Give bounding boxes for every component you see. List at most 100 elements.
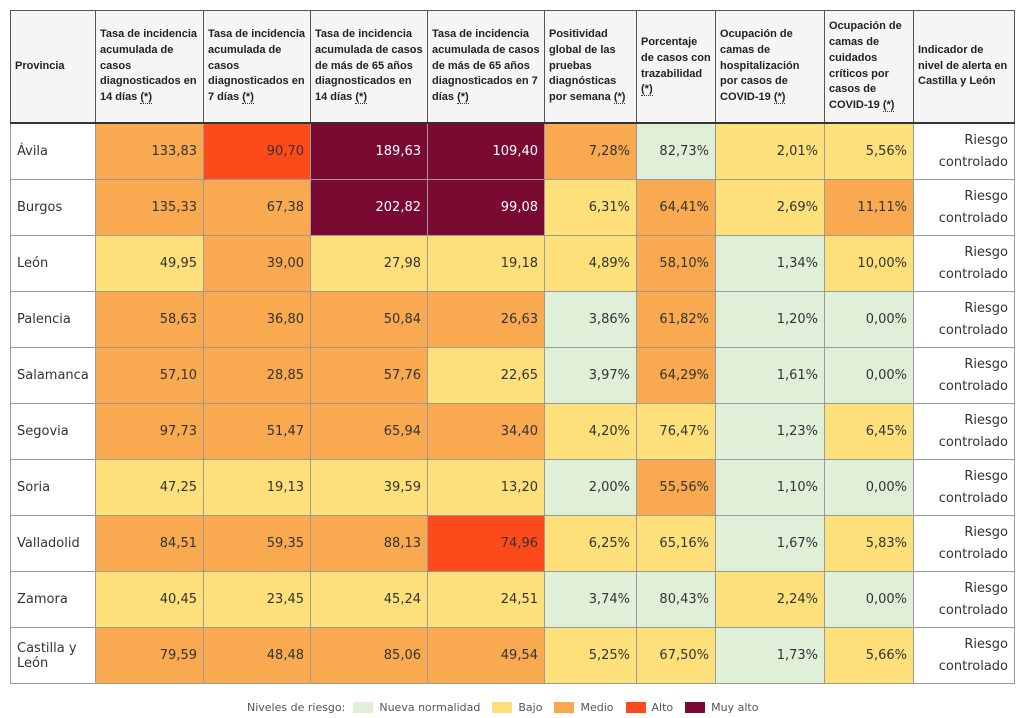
indicator-value-cell: 19,18	[427, 235, 545, 292]
indicator-value-cell: 67,50%	[636, 627, 716, 684]
indicator-value-cell: 1,73%	[715, 627, 825, 684]
indicator-value-cell: 5,83%	[824, 515, 914, 572]
column-header-label: Tasa de incidencia acumulada de casos de…	[432, 27, 540, 104]
table-row: Valladolid 84,51 59,35 88,13 74,96 6,25% 65,16…	[10, 515, 1015, 572]
legend-items: Nueva normalidad Bajo Medio Alto Muy alto	[353, 701, 770, 714]
alert-level-indicator: Riesgo controlado	[913, 571, 1015, 628]
indicator-value-cell: 23,45	[203, 571, 311, 628]
info-tooltip-link[interactable]: (*)	[242, 91, 254, 105]
indicator-value-cell: 26,63	[427, 291, 545, 348]
indicator-value-cell: 2,01%	[715, 122, 825, 180]
info-tooltip-link[interactable]: (*)	[457, 91, 469, 105]
province-name: Valladolid	[10, 515, 96, 572]
indicator-value-cell: 4,20%	[544, 403, 637, 460]
province-name: Zamora	[10, 571, 96, 628]
table-row: Salamanca 57,10 28,85 57,76 22,65 3,97% 64,29%…	[10, 347, 1015, 404]
indicator-value-cell: 28,85	[203, 347, 311, 404]
indicator-value-cell: 65,94	[310, 403, 428, 460]
indicator-value-cell: 13,20	[427, 459, 545, 516]
indicator-value-cell: 109,40	[427, 122, 545, 180]
column-header-label: Tasa de incidencia acumulada de casos di…	[100, 27, 198, 104]
indicator-value-cell: 59,35	[203, 515, 311, 572]
column-header-4: Tasa de incidencia acumulada de casos de…	[427, 10, 545, 124]
indicator-value-cell: 58,10%	[636, 235, 716, 292]
indicator-value-cell: 7,28%	[544, 122, 637, 180]
indicator-value-cell: 1,61%	[715, 347, 825, 404]
legend-swatch	[685, 701, 706, 713]
indicator-value-cell: 82,73%	[636, 122, 716, 180]
indicator-value-cell: 80,43%	[636, 571, 716, 628]
column-header-label: Provincia	[15, 59, 65, 72]
indicator-value-cell: 74,96	[427, 515, 545, 572]
info-tooltip-link[interactable]: (*)	[882, 99, 895, 113]
alert-level-indicator: Riesgo controlado	[913, 179, 1015, 236]
indicator-value-cell: 189,63	[310, 122, 428, 180]
alert-level-indicator: Riesgo controlado	[913, 235, 1015, 292]
indicator-value-cell: 39,00	[203, 235, 311, 292]
table-header-row: Provincia Tasa de incidencia acumulada de…	[10, 10, 1015, 124]
legend-item-a: Alto	[625, 700, 674, 714]
risk-indicators-table: Provincia Tasa de incidencia acumulada de…	[10, 10, 1015, 684]
indicator-value-cell: 135,33	[95, 179, 204, 236]
indicator-value-cell: 19,13	[203, 459, 311, 516]
indicator-value-cell: 10,00%	[824, 235, 914, 292]
province-name: Salamanca	[10, 347, 96, 404]
column-header-3: Tasa de incidencia acumulada de casos de…	[310, 10, 428, 124]
indicator-value-cell: 1,23%	[715, 403, 825, 460]
info-tooltip-link[interactable]: (*)	[641, 83, 653, 97]
indicator-value-cell: 76,47%	[636, 403, 716, 460]
alert-level-indicator: Riesgo controlado	[913, 459, 1015, 516]
indicator-value-cell: 3,74%	[544, 571, 637, 628]
column-header-label: Tasa de incidencia acumulada de casos di…	[208, 27, 306, 104]
column-header-1: Tasa de incidencia acumulada de casos di…	[95, 10, 204, 124]
indicator-value-cell: 67,38	[203, 179, 311, 236]
alert-level-indicator: Riesgo controlado	[913, 403, 1015, 460]
legend-swatch	[492, 701, 513, 713]
legend-item-m: Medio	[554, 701, 614, 714]
info-tooltip-link[interactable]: (*)	[140, 91, 152, 105]
indicator-value-cell: 48,48	[203, 627, 311, 684]
indicator-value-cell: 11,11%	[824, 179, 914, 236]
indicator-value-cell: 0,00%	[824, 571, 914, 628]
legend-swatch	[625, 701, 646, 713]
legend-item-b: Bajo	[492, 701, 542, 714]
column-header-label: Ocupación de camas de hospitalización po…	[720, 27, 800, 104]
province-name: Castilla y León	[10, 627, 96, 684]
legend-label: Alto	[651, 700, 674, 714]
province-name: Soria	[10, 459, 96, 516]
column-header-0: Provincia	[10, 10, 96, 124]
info-tooltip-link[interactable]: (*)	[773, 91, 786, 105]
info-tooltip-link[interactable]: (*)	[613, 91, 626, 105]
indicator-value-cell: 6,45%	[824, 403, 914, 460]
indicator-value-cell: 99,08	[427, 179, 545, 236]
indicator-value-cell: 65,16%	[636, 515, 716, 572]
indicator-value-cell: 34,40	[427, 403, 545, 460]
indicator-value-cell: 4,89%	[544, 235, 637, 292]
indicator-value-cell: 22,65	[427, 347, 545, 404]
province-name: Palencia	[10, 291, 96, 348]
column-header-label: Indicador de nivel de alerta en Castilla…	[918, 43, 1008, 88]
indicator-value-cell: 3,86%	[544, 291, 637, 348]
province-name: Segovia	[10, 403, 96, 460]
column-header-2: Tasa de incidencia acumulada de casos di…	[203, 10, 311, 124]
indicator-value-cell: 85,06	[310, 627, 428, 684]
info-tooltip-link[interactable]: (*)	[355, 91, 367, 105]
risk-level-legend: Niveles de riesgo: Nueva normalidad Bajo M…	[247, 698, 770, 716]
indicator-value-cell: 1,34%	[715, 235, 825, 292]
indicator-value-cell: 39,59	[310, 459, 428, 516]
indicator-value-cell: 64,29%	[636, 347, 716, 404]
legend-swatch	[353, 701, 374, 713]
column-header-label: Porcentaje de casos con trazabilidad	[641, 35, 711, 80]
indicator-value-cell: 84,51	[95, 515, 204, 572]
indicator-value-cell: 79,59	[95, 627, 204, 684]
indicator-value-cell: 50,84	[310, 291, 428, 348]
alert-level-indicator: Riesgo controlado	[913, 122, 1015, 180]
alert-level-indicator: Riesgo controlado	[913, 291, 1015, 348]
indicator-value-cell: 58,63	[95, 291, 204, 348]
table-row: Segovia 97,73 51,47 65,94 34,40 4,20% 76,47% 1,…	[10, 403, 1015, 460]
table-row: Soria 47,25 19,13 39,59 13,20 2,00% 55,56% 1,10…	[10, 459, 1015, 516]
indicator-value-cell: 5,66%	[824, 627, 914, 684]
indicator-value-cell: 24,51	[427, 571, 545, 628]
table-row: Ávila 133,83 90,70 189,63 109,40 7,28% 82,73% 2…	[10, 122, 1015, 180]
column-header-7: Ocupación de camas de hospitalización po…	[715, 10, 825, 124]
